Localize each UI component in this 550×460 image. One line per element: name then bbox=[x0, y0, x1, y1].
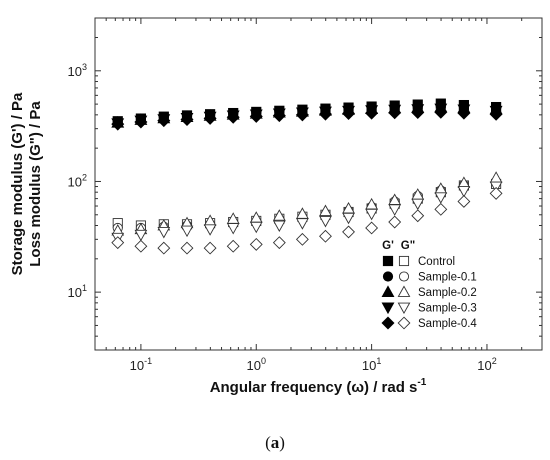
y-tick-label: 101 bbox=[68, 283, 87, 300]
legend-marker-control-loss bbox=[398, 255, 410, 267]
point-sample-0-3-g-loss bbox=[457, 186, 471, 198]
y-tick-label: 102 bbox=[68, 172, 87, 189]
point-sample-0-3-g-loss bbox=[319, 215, 332, 228]
point-sample-0-4-g-storage bbox=[180, 112, 194, 127]
legend-marker-sample-0-2-storage bbox=[381, 285, 395, 297]
legend-label-sample-0-4: Sample-0.4 bbox=[418, 318, 477, 330]
x-tick-label: 101 bbox=[362, 356, 381, 373]
point-sample-0-4-g-loss bbox=[249, 237, 263, 251]
x-axis-label: Angular frequency (ω) / rad s-1 bbox=[210, 377, 427, 396]
x-axis-label-superscript: -1 bbox=[417, 377, 426, 388]
point-sample-0-4-g-storage bbox=[272, 109, 286, 123]
legend-marker-sample-0-3-storage bbox=[381, 302, 395, 315]
point-sample-0-4-g-storage bbox=[434, 105, 448, 119]
y-axis-label-storage: Storage modulus (G') / Pa bbox=[9, 92, 26, 275]
point-sample-0-2-g-loss bbox=[489, 171, 503, 183]
point-sample-0-4-g-storage bbox=[157, 114, 171, 128]
point-sample-0-4-g-storage bbox=[226, 110, 240, 124]
point-sample-0-4-g-loss bbox=[111, 236, 125, 250]
point-sample-0-3-g-loss bbox=[157, 226, 171, 239]
point-sample-0-4-g-storage bbox=[249, 109, 263, 123]
point-sample-0-4-g-loss bbox=[319, 229, 332, 243]
x-tick-label: 102 bbox=[477, 356, 496, 373]
point-sample-0-3-g-loss bbox=[226, 223, 240, 235]
point-sample-0-4-g-storage bbox=[365, 106, 379, 120]
point-sample-0-4-g-loss bbox=[226, 239, 240, 253]
legend-marker-sample-0-1-storage bbox=[382, 271, 394, 282]
point-sample-0-4-g-storage bbox=[457, 106, 471, 120]
legend-label-sample-0-1: Sample-0.1 bbox=[418, 272, 477, 284]
legend: G' G"Control Sample-0.1 Sample-0.2 Sample-0.… bbox=[381, 240, 477, 330]
point-sample-0-3-g-loss bbox=[134, 229, 148, 242]
point-sample-0-3-g-loss bbox=[203, 224, 217, 236]
point-sample-0-4-g-loss bbox=[180, 241, 194, 255]
point-sample-0-4-g-storage bbox=[489, 107, 503, 121]
point-sample-0-3-g-loss bbox=[365, 208, 378, 221]
data-marks bbox=[111, 98, 503, 255]
y-axis-ticks: 101 102 103 bbox=[68, 17, 542, 351]
point-sample-0-4-g-storage bbox=[203, 111, 217, 125]
legend-marker-sample-0-2-loss bbox=[397, 285, 411, 297]
point-sample-0-4-g-storage bbox=[388, 106, 402, 120]
point-sample-0-4-g-loss bbox=[342, 225, 355, 239]
point-sample-0-3-g-loss bbox=[249, 221, 263, 234]
point-sample-0-3-g-loss bbox=[296, 218, 309, 230]
legend-label-sample-0-2: Sample-0.2 bbox=[418, 287, 477, 299]
point-sample-0-4-g-loss bbox=[388, 215, 402, 229]
point-sample-0-4-g-storage bbox=[342, 107, 356, 121]
point-sample-0-4-g-loss bbox=[365, 221, 379, 235]
point-sample-0-4-g-storage bbox=[411, 105, 425, 120]
point-sample-0-4-g-storage bbox=[134, 115, 148, 129]
legend-header-loss: G" bbox=[401, 240, 415, 252]
point-sample-0-3-g-loss bbox=[272, 220, 286, 233]
legend-header-storage: G' bbox=[382, 240, 394, 252]
x-tick-label: 10-1 bbox=[130, 356, 152, 373]
legend-marker-sample-0-4-storage bbox=[381, 316, 395, 330]
point-sample-0-4-g-loss bbox=[411, 209, 425, 223]
point-sample-0-4-g-loss bbox=[203, 241, 217, 255]
legend-marker-sample-0-4-loss bbox=[397, 316, 411, 330]
legend-marker-control-storage bbox=[382, 255, 394, 267]
legend-label-control: Control bbox=[418, 256, 455, 268]
x-tick-label: 100 bbox=[247, 356, 266, 373]
figure-caption: (a) bbox=[265, 433, 285, 452]
point-sample-0-3-g-loss bbox=[342, 212, 355, 225]
legend-marker-sample-0-1-loss bbox=[398, 271, 410, 282]
point-sample-0-2-g-loss bbox=[272, 209, 286, 221]
legend-marker-sample-0-3-loss bbox=[397, 302, 411, 315]
point-sample-0-4-g-loss bbox=[272, 236, 286, 250]
point-sample-0-4-g-loss bbox=[457, 195, 471, 208]
y-tick-label: 103 bbox=[68, 62, 87, 79]
legend-label-sample-0-3: Sample-0.3 bbox=[418, 303, 477, 315]
point-sample-0-4-g-loss bbox=[295, 232, 309, 246]
point-sample-0-3-g-loss bbox=[434, 192, 448, 204]
point-sample-0-3-g-loss bbox=[388, 204, 402, 216]
point-sample-0-3-g-loss bbox=[180, 225, 194, 238]
point-sample-0-4-g-loss bbox=[157, 241, 171, 255]
y-axis-label-loss: Loss modulus (G") / Pa bbox=[27, 101, 44, 267]
point-sample-0-4-g-storage bbox=[318, 107, 332, 121]
point-sample-0-4-g-loss bbox=[489, 186, 503, 200]
point-sample-0-4-g-loss bbox=[134, 239, 148, 253]
x-axis-ticks: 10-1 100 101 102 bbox=[94, 18, 543, 373]
point-sample-0-3-g-loss bbox=[411, 198, 425, 211]
point-sample-0-2-g-loss bbox=[319, 204, 332, 217]
point-sample-0-4-g-loss bbox=[434, 202, 448, 216]
point-sample-0-4-g-storage bbox=[111, 117, 125, 131]
point-sample-0-4-g-storage bbox=[295, 108, 309, 122]
plot-frame bbox=[94, 17, 543, 351]
